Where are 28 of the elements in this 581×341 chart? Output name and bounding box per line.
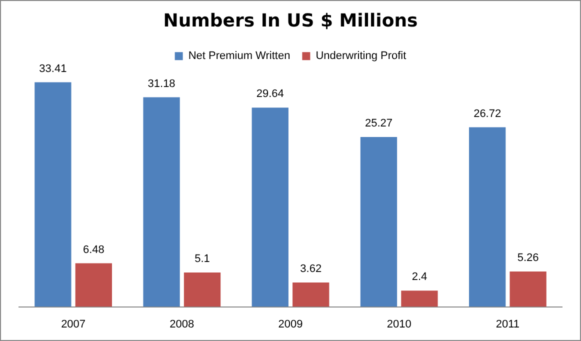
bar xyxy=(510,271,546,307)
data-label: 2.4 xyxy=(412,271,428,284)
x-tick-label: 2011 xyxy=(496,318,520,330)
x-tick-label: 2007 xyxy=(61,318,86,330)
bar xyxy=(469,127,506,307)
data-label: 5.26 xyxy=(517,252,539,264)
data-label: 5.1 xyxy=(194,253,210,266)
bar xyxy=(252,108,288,307)
bar xyxy=(360,136,398,307)
bar xyxy=(75,263,112,307)
data-label: 31.18 xyxy=(148,78,176,90)
bar xyxy=(184,272,221,307)
data-label: 6.48 xyxy=(82,244,104,256)
data-label: 29.64 xyxy=(256,88,284,100)
data-label: 3.62 xyxy=(300,263,322,276)
data-label: 26.72 xyxy=(474,108,502,120)
bar xyxy=(34,82,72,307)
bar xyxy=(292,282,330,307)
bar xyxy=(143,97,180,307)
legend-label: Underwriting Profit xyxy=(316,50,406,62)
x-tick-label: 2010 xyxy=(386,318,412,330)
legend-label: Net Premium Written xyxy=(188,50,290,62)
x-tick-label: 2009 xyxy=(278,318,303,330)
data-label: 33.41 xyxy=(39,62,67,75)
chart-title: Numbers In US $ Millions xyxy=(163,10,418,32)
x-tick-label: 2008 xyxy=(170,318,194,330)
data-label: 25.27 xyxy=(364,118,393,130)
bar xyxy=(401,290,438,307)
